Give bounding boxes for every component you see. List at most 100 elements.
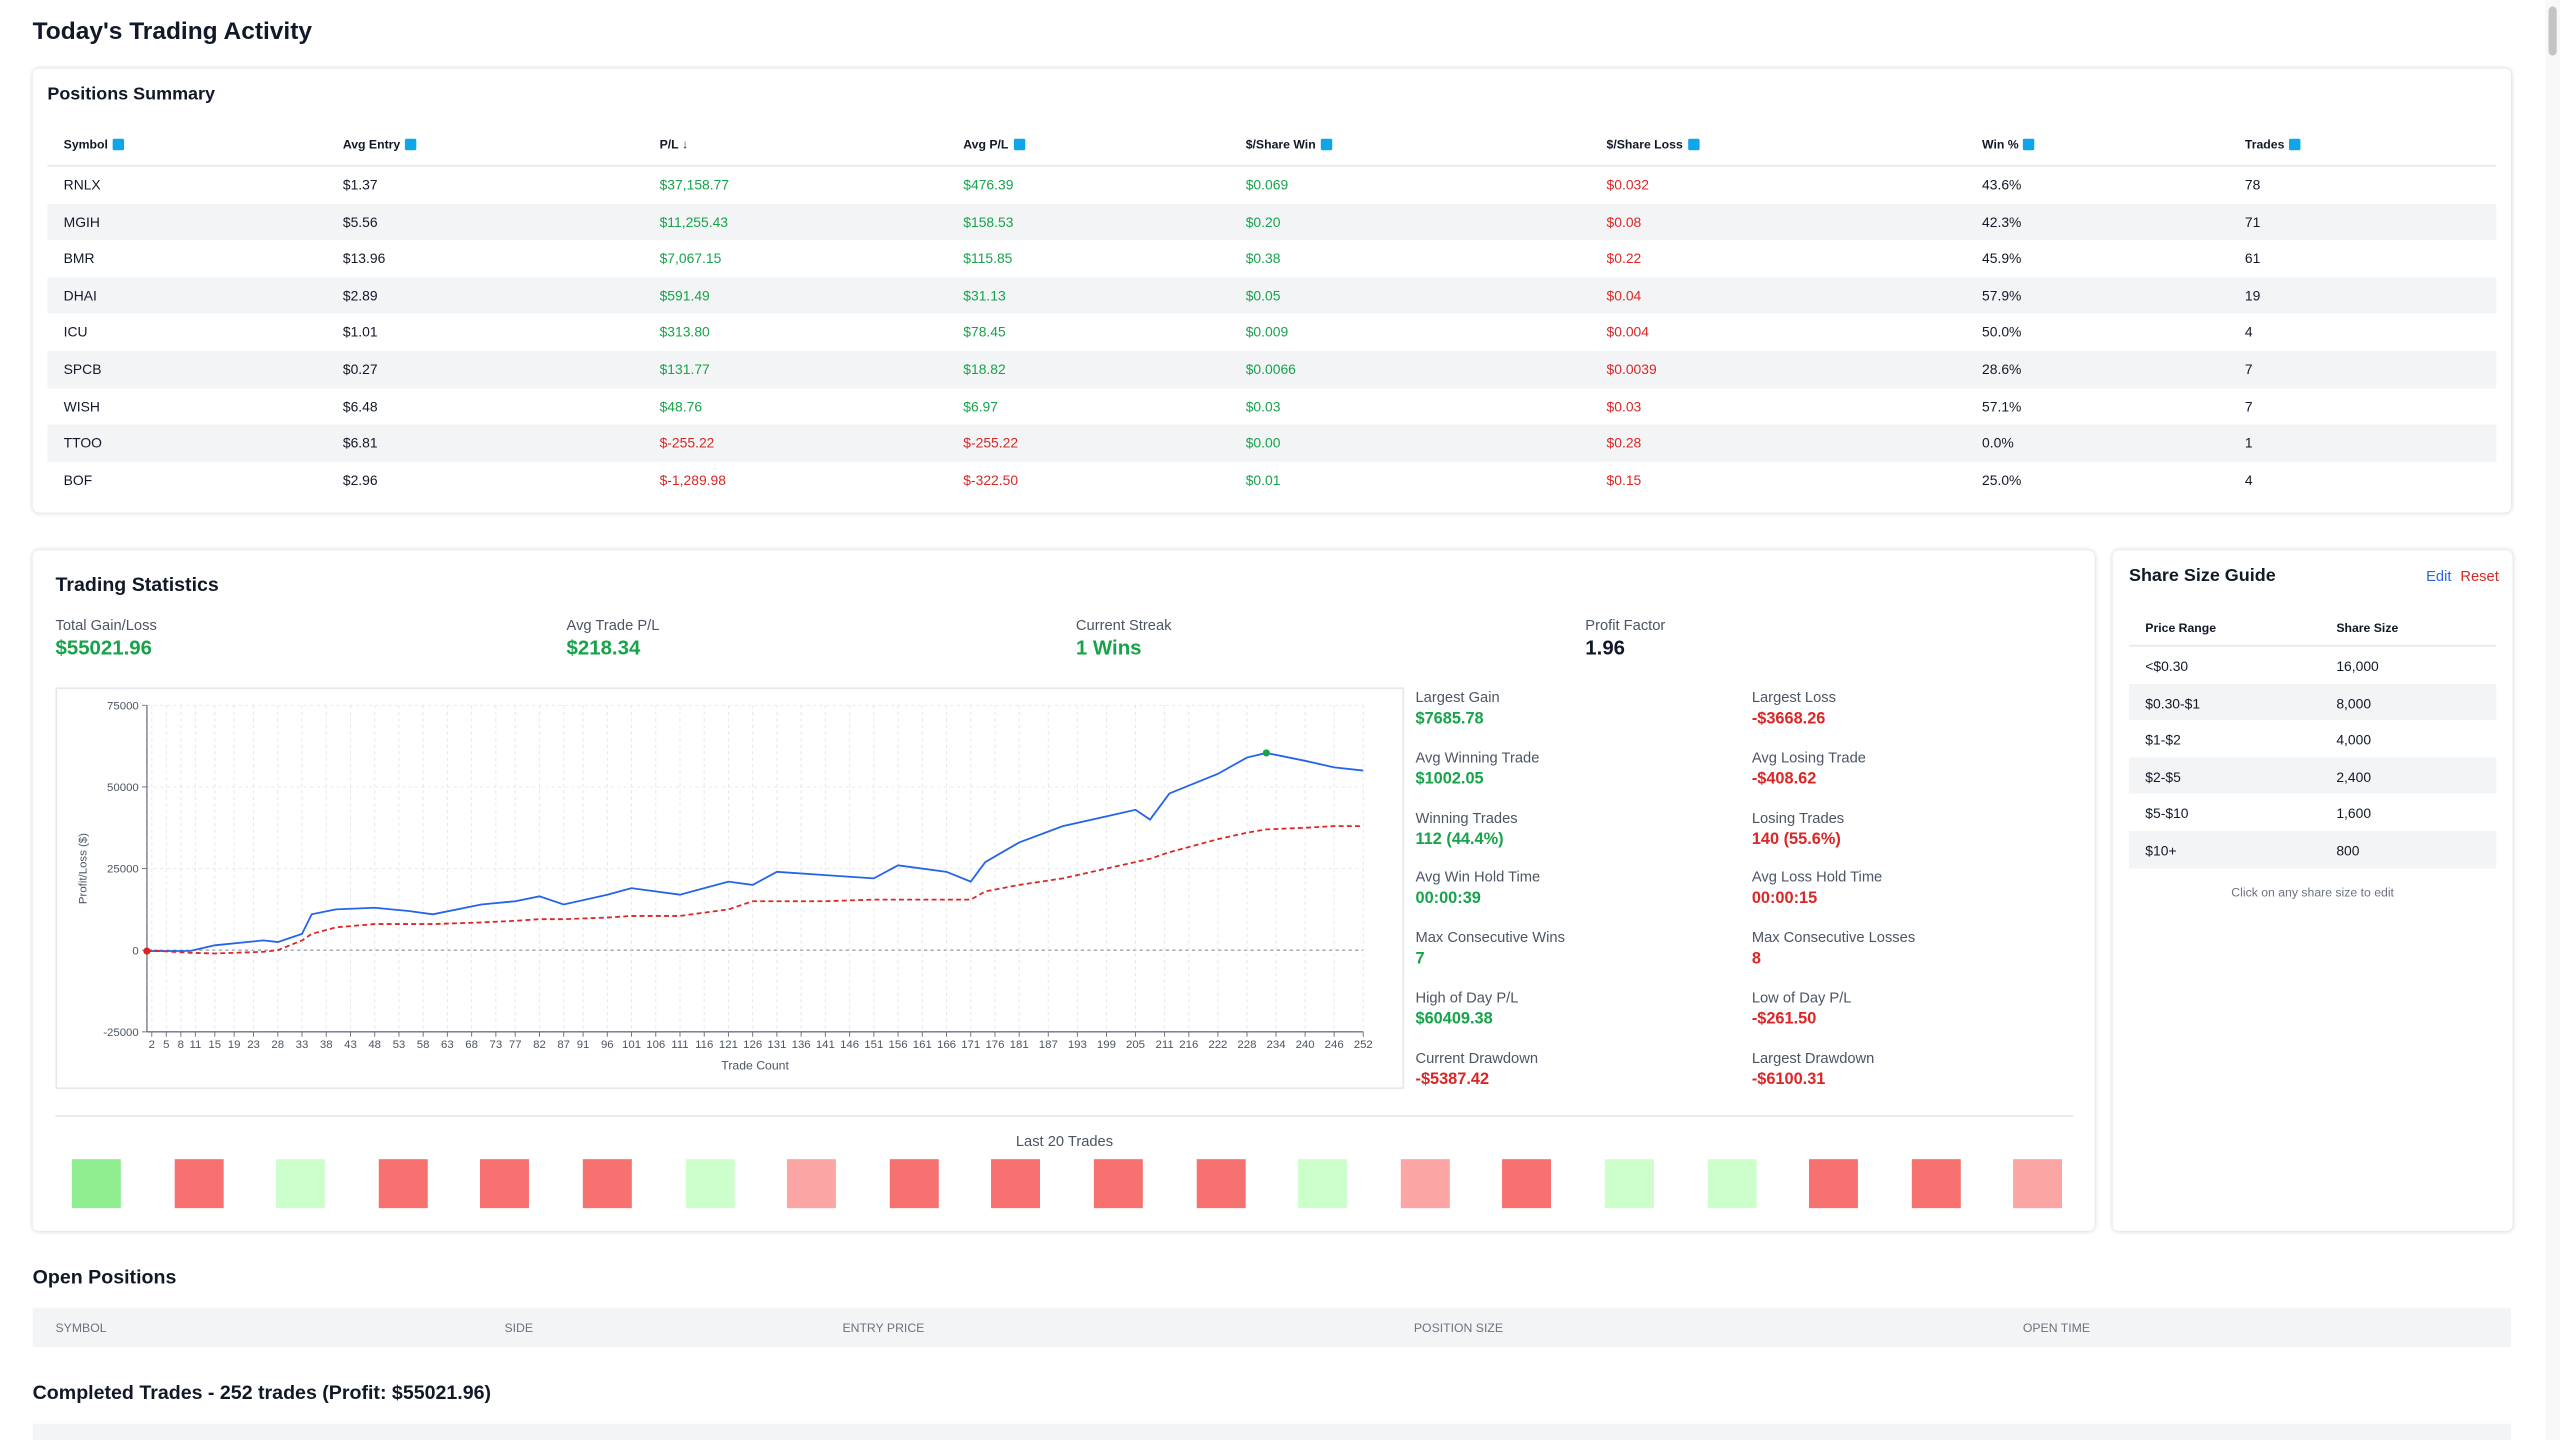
share-size[interactable]: 800 (2336, 842, 2360, 859)
table-cell: $0.004 (1606, 323, 1649, 341)
stat-label: Current Drawdown (1415, 1049, 1539, 1066)
trade-result[interactable] (276, 1159, 326, 1209)
column-header[interactable]: P/L ↓ (659, 137, 688, 152)
x-tick-label: 181 (1010, 1039, 1029, 1051)
section-title: Open Positions (32, 1265, 177, 1289)
table-cell: $0.009 (1245, 323, 1289, 341)
info-icon[interactable] (2289, 138, 2301, 151)
table-cell: $0.03 (1606, 397, 1642, 415)
metric-value: 1 Wins (1075, 636, 1142, 660)
table-cell: $0.0066 (1245, 360, 1296, 378)
table-cell: $0.20 (1245, 213, 1281, 230)
reset-link[interactable]: Reset (2460, 568, 2499, 585)
x-tick-label: 101 (622, 1039, 641, 1051)
trade-result[interactable] (787, 1159, 837, 1209)
stat-label: Avg Loss Hold Time (1751, 869, 1883, 886)
stat-value: $7685.78 (1415, 710, 1484, 729)
trade-result[interactable] (1502, 1159, 1552, 1209)
trade-result[interactable] (685, 1159, 735, 1209)
trade-result[interactable] (1707, 1159, 1757, 1209)
trade-result[interactable] (1400, 1159, 1450, 1209)
share-size[interactable]: 1,600 (2336, 805, 2372, 822)
info-icon[interactable] (1687, 138, 1700, 151)
info-icon[interactable] (1320, 138, 1333, 151)
trade-result[interactable] (174, 1159, 224, 1209)
x-tick-label: 156 (889, 1039, 908, 1051)
info-icon[interactable] (112, 138, 125, 151)
trade-result[interactable] (991, 1159, 1041, 1209)
x-tick-label: 116 (695, 1039, 713, 1051)
trade-result[interactable] (582, 1159, 632, 1209)
stat-label: Avg Winning Trade (1415, 749, 1540, 766)
table-cell: TTOO (63, 434, 102, 451)
x-tick-label: 240 (1296, 1039, 1315, 1051)
x-tick-label: 43 (344, 1039, 357, 1051)
x-tick-label: 28 (271, 1039, 284, 1051)
table-cell: $5.56 (342, 213, 378, 230)
table-cell: $0.03 (1245, 397, 1281, 415)
share-size[interactable]: 8,000 (2336, 694, 2372, 712)
column-header[interactable]: Avg P/L (963, 137, 1009, 152)
column-header[interactable]: Avg Entry (342, 137, 401, 152)
share-size[interactable]: 4,000 (2336, 731, 2372, 749)
trade-result[interactable] (71, 1159, 121, 1209)
info-icon[interactable] (2023, 138, 2035, 151)
table-cell: RNLX (63, 176, 101, 193)
trade-result[interactable] (1809, 1159, 1859, 1209)
trade-result[interactable] (1604, 1159, 1654, 1209)
info-icon[interactable] (1013, 138, 1025, 151)
table-cell: $0.15 (1606, 471, 1642, 488)
trade-result[interactable] (1298, 1159, 1348, 1209)
table-cell: $-1,289.98 (659, 471, 726, 488)
stat-label: Avg Losing Trade (1751, 749, 1866, 766)
trade-result[interactable] (480, 1159, 530, 1209)
table-cell: $2.89 (342, 287, 378, 304)
stat-label: Max Consecutive Losses (1751, 929, 1916, 946)
header-rule (47, 164, 2497, 167)
scrollbar[interactable] (2545, 0, 2560, 1440)
stat-label: Winning Trades (1415, 809, 1518, 826)
trade-result[interactable] (889, 1159, 939, 1209)
info-icon[interactable] (405, 138, 417, 151)
series-line (146, 752, 1364, 952)
x-tick-label: 246 (1325, 1039, 1344, 1051)
table-cell: SPCB (63, 360, 102, 378)
table-cell: $115.85 (963, 250, 1013, 267)
page-title: Today's Trading Activity (32, 17, 313, 46)
edit-link[interactable]: Edit (2426, 568, 2452, 585)
stat-label: Avg Win Hold Time (1415, 869, 1541, 886)
table-cell: $1.01 (342, 323, 378, 341)
trade-result[interactable] (1911, 1159, 1961, 1209)
column-header[interactable]: Win % (1982, 137, 2019, 152)
trade-result[interactable] (2013, 1159, 2063, 1209)
table-cell: $31.13 (963, 287, 1006, 304)
column-header[interactable]: $/Share Loss (1606, 137, 1683, 152)
x-tick-label: 91 (577, 1039, 590, 1051)
divider (55, 1115, 2074, 1117)
section-title: Positions Summary (47, 84, 216, 105)
column-header[interactable]: $/Share Win (1245, 137, 1316, 152)
table-cell: $0.04 (1606, 287, 1642, 304)
price-range: $2-$5 (2145, 768, 2181, 785)
x-tick-label: 106 (646, 1039, 665, 1051)
table-cell: $131.77 (659, 360, 710, 378)
table-cell: $158.53 (963, 213, 1014, 230)
share-size[interactable]: 16,000 (2336, 657, 2379, 675)
trade-result[interactable] (1196, 1159, 1246, 1209)
table-cell: $0.22 (1606, 250, 1642, 267)
table-cell: 50.0% (1982, 323, 2022, 341)
price-range: $5-$10 (2145, 805, 2189, 822)
share-size[interactable]: 2,400 (2336, 768, 2372, 785)
column-header: ENTRY PRICE (842, 1320, 925, 1336)
table-cell: MGIH (63, 213, 100, 230)
table-cell: 0.0% (1982, 434, 2014, 451)
stat-value: 7 (1415, 950, 1425, 969)
x-tick-label: 73 (490, 1039, 503, 1051)
column-header[interactable]: Symbol (63, 137, 108, 152)
scrollbar-thumb[interactable] (2548, 6, 2557, 56)
x-tick-label: 68 (465, 1039, 478, 1051)
trade-result[interactable] (378, 1159, 428, 1209)
trade-result[interactable] (1093, 1159, 1143, 1209)
column-header[interactable]: Trades (2244, 137, 2285, 152)
